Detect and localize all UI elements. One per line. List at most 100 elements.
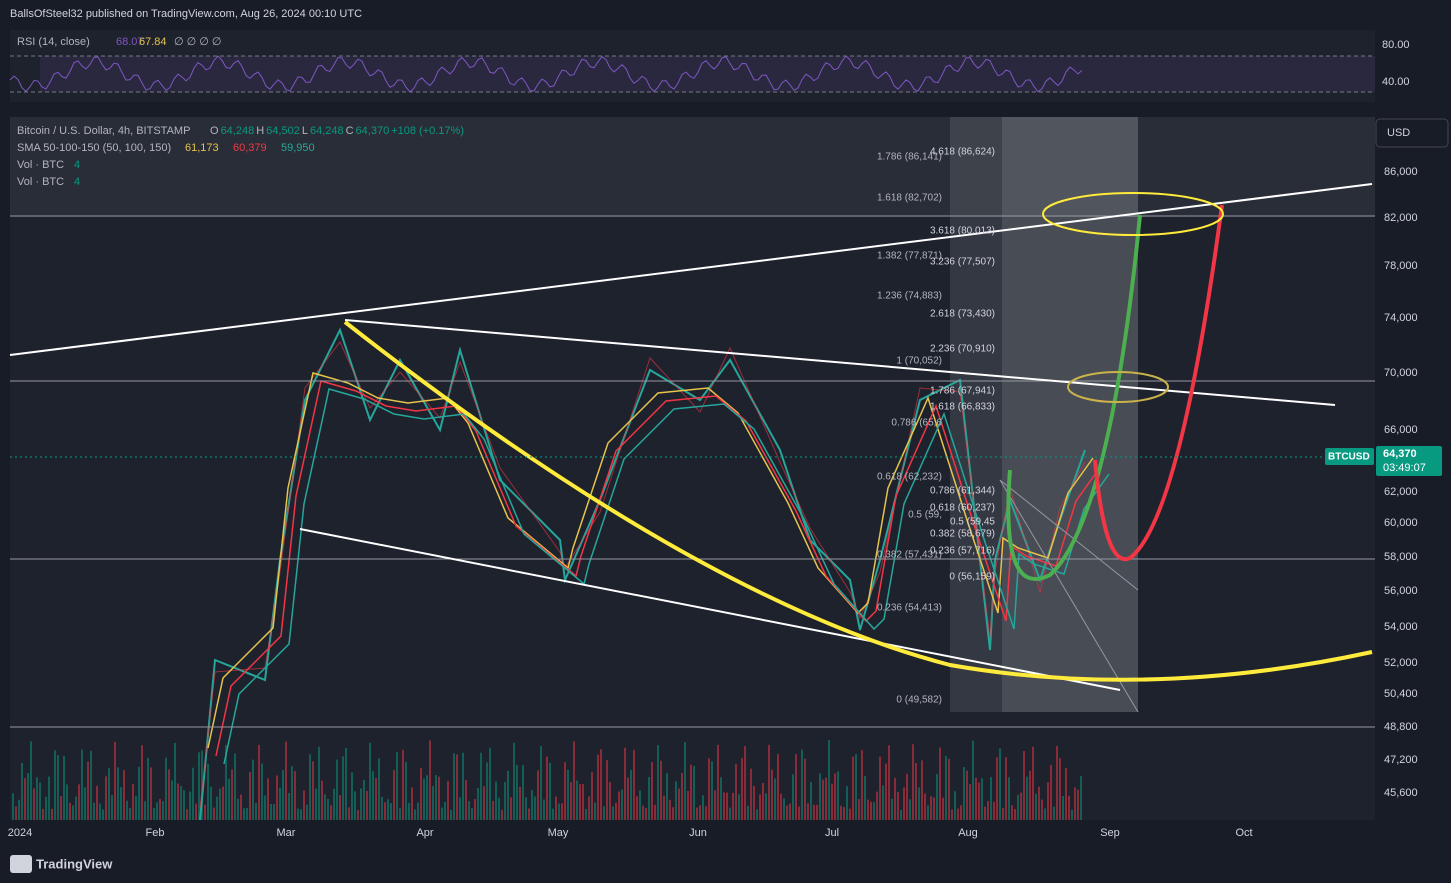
volume-bar bbox=[576, 780, 578, 820]
volume-bar bbox=[687, 791, 689, 820]
price-label: 58,000 bbox=[1384, 551, 1418, 563]
volume-bar bbox=[267, 778, 269, 820]
volume-bar bbox=[474, 799, 476, 820]
volume-bar bbox=[90, 750, 92, 820]
volume-bar bbox=[63, 755, 65, 820]
volume-bar bbox=[903, 787, 905, 820]
volume-bar bbox=[141, 745, 143, 820]
volume-bar bbox=[435, 775, 437, 820]
fib-box-inner bbox=[1002, 117, 1138, 712]
volume-bar bbox=[921, 760, 923, 820]
currency: USD bbox=[1387, 127, 1410, 139]
volume-bar bbox=[828, 740, 830, 820]
volume-bar bbox=[84, 787, 86, 820]
volume-bar bbox=[996, 757, 998, 820]
volume-bar bbox=[528, 808, 530, 820]
volume-bar bbox=[132, 784, 134, 820]
volume-bar bbox=[624, 747, 626, 820]
volume-bar bbox=[534, 796, 536, 820]
volume-bar bbox=[990, 777, 992, 820]
symbol-tag: BTCUSD bbox=[1328, 452, 1370, 463]
volume-bar bbox=[588, 796, 590, 820]
volume-bar bbox=[231, 769, 233, 820]
volume-bar bbox=[339, 795, 341, 820]
brand: TradingView bbox=[36, 856, 113, 871]
volume-bar bbox=[915, 763, 917, 820]
ohlc: 64,248 bbox=[310, 125, 344, 137]
volume-bar bbox=[483, 786, 485, 820]
volume-bar bbox=[444, 801, 446, 820]
volume-bar bbox=[783, 798, 785, 820]
volume-bar bbox=[504, 781, 506, 820]
volume-bar bbox=[678, 788, 680, 820]
volume-bar bbox=[66, 784, 68, 820]
green-curve bbox=[1006, 214, 1142, 582]
volume-bar bbox=[744, 746, 746, 820]
sma bbox=[223, 388, 1110, 765]
volume-bar bbox=[579, 784, 581, 820]
volume-bar bbox=[255, 803, 257, 820]
volume-bar bbox=[930, 796, 932, 820]
volume-bar bbox=[594, 802, 596, 820]
volume-bar bbox=[234, 753, 236, 820]
volume-bar bbox=[252, 759, 254, 820]
volume-bar bbox=[111, 795, 113, 820]
volume-bar bbox=[891, 798, 893, 820]
volume-bar bbox=[72, 805, 74, 820]
fib-label: 0 (49,582) bbox=[896, 695, 942, 706]
volume-bar bbox=[57, 755, 59, 820]
volume-bar bbox=[36, 777, 38, 820]
volume-bar bbox=[711, 761, 713, 820]
volume-bar bbox=[873, 802, 875, 820]
volume-bar bbox=[726, 792, 728, 820]
volume-bar bbox=[603, 806, 605, 820]
volume-bar bbox=[822, 779, 824, 820]
volume-bar bbox=[60, 796, 62, 820]
volume-bar bbox=[876, 791, 878, 820]
volume-bar bbox=[429, 740, 431, 820]
volume-bar bbox=[645, 807, 647, 820]
volume-bar bbox=[936, 774, 938, 820]
volume-bar bbox=[888, 745, 890, 820]
volume-bar bbox=[51, 808, 53, 820]
volume-bar bbox=[906, 773, 908, 820]
volume-bar bbox=[618, 791, 620, 820]
volume-bar bbox=[372, 771, 374, 820]
volume-bar bbox=[402, 749, 404, 820]
volume-bar bbox=[792, 774, 794, 820]
volume-bar bbox=[417, 802, 419, 820]
volume-bar bbox=[939, 747, 941, 820]
volume-bar bbox=[138, 766, 140, 820]
volume-bar bbox=[408, 802, 410, 820]
price-label: 82,000 bbox=[1384, 212, 1418, 224]
volume-bar bbox=[1047, 782, 1049, 820]
logo bbox=[10, 855, 32, 873]
volume-bar bbox=[264, 795, 266, 820]
volume-bar bbox=[471, 808, 473, 820]
volume-bar bbox=[1026, 776, 1028, 820]
volume-bar bbox=[381, 796, 383, 820]
volume-bar bbox=[249, 772, 251, 820]
volume-bar bbox=[87, 761, 89, 820]
volume-bar bbox=[1023, 751, 1025, 820]
ohlc: C bbox=[346, 125, 354, 137]
volume-bar bbox=[804, 758, 806, 820]
ohlc: O bbox=[210, 125, 219, 137]
volume-bar bbox=[654, 804, 656, 820]
trend-line bbox=[299, 528, 1121, 691]
volume-bar bbox=[597, 754, 599, 820]
volume-bar bbox=[105, 776, 107, 820]
price-label: 60,000 bbox=[1384, 517, 1418, 529]
volume-bar bbox=[1080, 776, 1082, 820]
volume-bar bbox=[183, 790, 185, 820]
volume-bar bbox=[948, 758, 950, 820]
volume-bar bbox=[1053, 806, 1055, 820]
fib-label: 0.618 (60,237) bbox=[930, 503, 995, 514]
volume-bar bbox=[1077, 789, 1079, 820]
volume-bar bbox=[849, 808, 851, 820]
volume-bar bbox=[423, 778, 425, 820]
red-curve bbox=[1093, 204, 1224, 562]
volume-bar bbox=[591, 772, 593, 820]
volume-bar bbox=[411, 787, 413, 820]
volume-bar bbox=[705, 806, 707, 820]
